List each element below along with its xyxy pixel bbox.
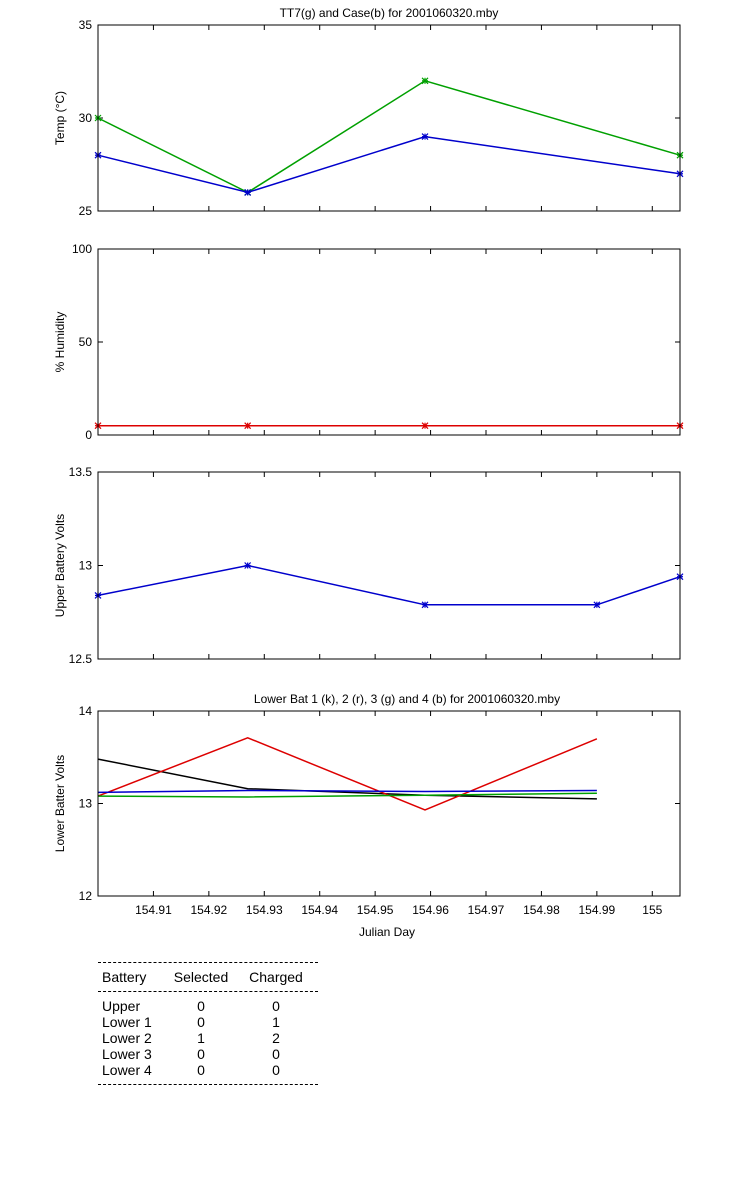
data-point-stroke (244, 422, 252, 430)
y-tick-label: 100 (72, 242, 92, 256)
cell-selected: 0 (197, 1014, 205, 1030)
y-tick-label: 0 (85, 428, 92, 442)
data-point-stroke (421, 77, 429, 85)
series-line (97, 789, 597, 794)
series-line (97, 792, 597, 798)
x-axis-label: Julian Day (359, 925, 415, 939)
series-line (97, 135, 681, 194)
table-header-rule (98, 991, 318, 992)
x-tick-label: 154.98 (523, 903, 560, 917)
chart-panel-3: Upper Battery Volts 12.5 13 13.5 (53, 465, 684, 666)
cell-battery: Lower 4 (102, 1062, 152, 1078)
table-header-row: Battery Selected Charged (98, 963, 318, 991)
y-axis-label: % Humidity (53, 312, 67, 373)
data-point-stroke (421, 422, 429, 430)
y-tick-label: 13 (79, 559, 93, 573)
x-tick-label: 154.97 (468, 903, 505, 917)
data-point (593, 601, 601, 609)
cell-battery: Lower 2 (102, 1030, 152, 1046)
cell-selected: 0 (197, 1062, 205, 1078)
battery-table: Battery Selected Charged Upper 0 0 Lower… (98, 962, 318, 1085)
data-point-stroke (421, 601, 429, 609)
y-tick-label: 25 (79, 204, 93, 218)
y-tick-label: 12 (79, 889, 93, 903)
x-tick-label: 154.96 (412, 903, 449, 917)
cell-charged: 1 (272, 1014, 280, 1030)
y-axis-label: Upper Battery Volts (53, 514, 67, 617)
x-tick-label: 154.93 (246, 903, 283, 917)
chart-title: Lower Bat 1 (k), 2 (r), 3 (g) and 4 (b) … (254, 692, 560, 706)
x-tick-label: 154.91 (135, 903, 172, 917)
chart-panel-2: % Humidity 0 50 100 (53, 242, 684, 442)
table-row: Lower 2 1 2 (98, 1030, 318, 1046)
cell-battery: Upper (102, 998, 141, 1014)
y-tick-label: 30 (79, 111, 93, 125)
y-axis-label: Lower Batter Volts (53, 755, 67, 852)
y-tick-label: 13.5 (69, 465, 93, 479)
series-line (97, 736, 598, 811)
table-top-rule (98, 962, 318, 963)
x-tick-label: 155 (642, 903, 662, 917)
series-line (97, 564, 681, 606)
header-charged: Charged (249, 969, 303, 985)
y-tick-label: 50 (79, 335, 93, 349)
data-point-stroke (593, 601, 601, 609)
cell-charged: 2 (272, 1030, 280, 1046)
cell-selected: 1 (197, 1030, 205, 1046)
plot-frame (97, 248, 681, 436)
header-selected: Selected (173, 969, 229, 985)
series-line (97, 79, 681, 194)
x-tick-label: 154.94 (301, 903, 338, 917)
y-tick-label: 35 (79, 18, 93, 32)
data-point-stroke (244, 562, 252, 569)
table-row: Lower 4 0 0 (98, 1062, 318, 1078)
chart-panel-1: TT7(g) and Case(b) for 2001060320.mby Tem… (53, 6, 684, 218)
data-point (244, 188, 252, 196)
y-tick-label: 14 (79, 704, 93, 718)
table-row: Upper 0 0 (98, 998, 318, 1014)
y-tick-label: 13 (79, 797, 93, 811)
cell-charged: 0 (272, 1046, 280, 1062)
chart-panel-4: Lower Bat 1 (k), 2 (r), 3 (g) and 4 (b) … (53, 692, 681, 939)
series-line (97, 758, 597, 800)
cell-battery: Lower 3 (102, 1046, 152, 1062)
cell-selected: 0 (197, 998, 205, 1014)
table-row: Lower 3 0 0 (98, 1046, 318, 1062)
x-tick-label: 154.99 (579, 903, 616, 917)
data-point-stroke (244, 188, 252, 196)
x-tick-label: 154.92 (191, 903, 228, 917)
cell-charged: 0 (272, 998, 280, 1014)
data-point (244, 562, 252, 569)
data-point (421, 601, 429, 609)
table-row: Lower 1 0 1 (98, 1014, 318, 1030)
table-bottom-rule (98, 1084, 318, 1085)
data-point (421, 133, 429, 141)
plot-frame (97, 710, 681, 897)
cell-selected: 0 (197, 1046, 205, 1062)
figure: TT7(g) and Case(b) for 2001060320.mby Tem… (53, 6, 684, 939)
x-tick-label: 154.95 (357, 903, 394, 917)
data-point (421, 422, 429, 430)
header-battery: Battery (102, 969, 147, 985)
chart-title: TT7(g) and Case(b) for 2001060320.mby (280, 6, 499, 20)
y-tick-label: 12.5 (69, 652, 93, 666)
table-body: Upper 0 0 Lower 1 0 1 Lower 2 1 2 Lower … (98, 992, 318, 1084)
data-point (244, 422, 252, 430)
plot-frame (97, 24, 681, 212)
data-point (421, 77, 429, 85)
y-axis-label: Temp (°C) (53, 91, 67, 145)
plot-frame (97, 471, 681, 660)
cell-battery: Lower 1 (102, 1014, 152, 1030)
data-point-stroke (421, 133, 429, 141)
cell-charged: 0 (272, 1062, 280, 1078)
